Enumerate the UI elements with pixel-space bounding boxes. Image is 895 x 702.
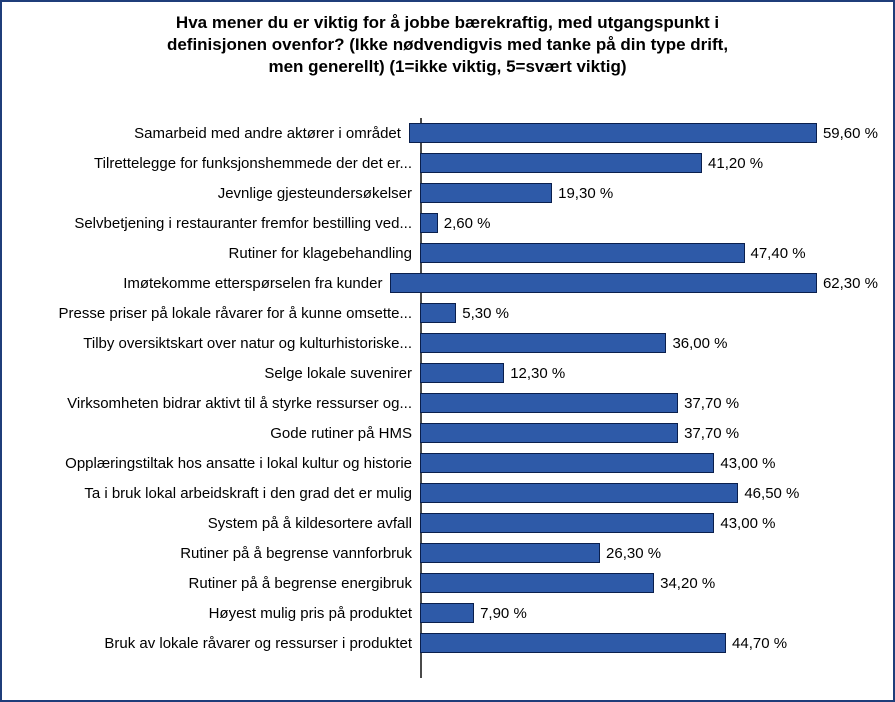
bar-label: Presse priser på lokale råvarer for å ku…: [17, 305, 420, 322]
bar: [420, 603, 474, 623]
chart-row: Selge lokale suvenirer 12,30 %: [17, 358, 878, 388]
chart-row: Tilby oversiktskart over natur og kultur…: [17, 328, 878, 358]
bar-area: 43,00 %: [420, 448, 878, 478]
chart-row: Gode rutiner på HMS 37,70 %: [17, 418, 878, 448]
chart-title: Hva mener du er viktig for å jobbe bærek…: [17, 12, 878, 78]
bar-area: 43,00 %: [420, 508, 878, 538]
bar-label: System på å kildesortere avfall: [17, 515, 420, 532]
bar-label: Høyest mulig pris på produktet: [17, 605, 420, 622]
bar: [420, 243, 745, 263]
bar: [420, 633, 726, 653]
chart-body: Samarbeid med andre aktører i området 59,…: [17, 118, 878, 678]
bar-label: Virksomheten bidrar aktivt til å styrke …: [17, 395, 420, 412]
bar-label: Samarbeid med andre aktører i området: [17, 125, 409, 142]
bar: [409, 123, 817, 143]
bar: [420, 213, 438, 233]
bar-value: 34,20 %: [660, 575, 715, 592]
chart-row: Bruk av lokale råvarer og ressurser i pr…: [17, 628, 878, 658]
chart-container: Hva mener du er viktig for å jobbe bærek…: [0, 0, 895, 702]
bar-area: 62,30 %: [390, 268, 878, 298]
chart-row: Selvbetjening i restauranter fremfor bes…: [17, 208, 878, 238]
bar-value: 43,00 %: [720, 455, 775, 472]
bar: [420, 303, 456, 323]
chart-row: Rutiner på å begrense vannforbruk 26,30 %: [17, 538, 878, 568]
bar-area: 59,60 %: [409, 118, 878, 148]
bar-area: 36,00 %: [420, 328, 878, 358]
bar-value: 59,60 %: [823, 125, 878, 142]
bar-area: 7,90 %: [420, 598, 878, 628]
chart-row: Høyest mulig pris på produktet 7,90 %: [17, 598, 878, 628]
bar-label: Ta i bruk lokal arbeidskraft i den grad …: [17, 485, 420, 502]
bar-area: 12,30 %: [420, 358, 878, 388]
bar-label: Rutiner på å begrense vannforbruk: [17, 545, 420, 562]
chart-row: Ta i bruk lokal arbeidskraft i den grad …: [17, 478, 878, 508]
bar: [420, 393, 678, 413]
bar-value: 37,70 %: [684, 425, 739, 442]
bar-area: 19,30 %: [420, 178, 878, 208]
bar-label: Selge lokale suvenirer: [17, 365, 420, 382]
bar: [420, 333, 666, 353]
bar-label: Rutiner for klagebehandling: [17, 245, 420, 262]
bar: [420, 543, 600, 563]
bar-value: 46,50 %: [744, 485, 799, 502]
bar-value: 19,30 %: [558, 185, 613, 202]
bar-value: 5,30 %: [462, 305, 509, 322]
chart-row: Virksomheten bidrar aktivt til å styrke …: [17, 388, 878, 418]
bar-area: 37,70 %: [420, 388, 878, 418]
bar-area: 2,60 %: [420, 208, 878, 238]
bar-label: Opplæringstiltak hos ansatte i lokal kul…: [17, 455, 420, 472]
chart-row: Presse priser på lokale råvarer for å ku…: [17, 298, 878, 328]
chart-row: Opplæringstiltak hos ansatte i lokal kul…: [17, 448, 878, 478]
chart-row: Jevnlige gjesteundersøkelser 19,30 %: [17, 178, 878, 208]
bar: [390, 273, 817, 293]
bar: [420, 483, 738, 503]
chart-row: Imøtekomme etterspørselen fra kunder 62,3…: [17, 268, 878, 298]
bar-label: Tilrettelegge for funksjonshemmede der d…: [17, 155, 420, 172]
bar: [420, 153, 702, 173]
chart-row: Rutiner på å begrense energibruk 34,20 %: [17, 568, 878, 598]
bar-area: 37,70 %: [420, 418, 878, 448]
bar-area: 44,70 %: [420, 628, 878, 658]
bar-value: 37,70 %: [684, 395, 739, 412]
bar-label: Selvbetjening i restauranter fremfor bes…: [17, 215, 420, 232]
bar-area: 26,30 %: [420, 538, 878, 568]
bar-value: 36,00 %: [672, 335, 727, 352]
bar-value: 2,60 %: [444, 215, 491, 232]
chart-row: Rutiner for klagebehandling 47,40 %: [17, 238, 878, 268]
bar-label: Jevnlige gjesteundersøkelser: [17, 185, 420, 202]
bar-area: 46,50 %: [420, 478, 878, 508]
bar-area: 47,40 %: [420, 238, 878, 268]
bar-value: 7,90 %: [480, 605, 527, 622]
bar: [420, 183, 552, 203]
bar: [420, 363, 504, 383]
bar: [420, 573, 654, 593]
bar-value: 41,20 %: [708, 155, 763, 172]
bar: [420, 453, 714, 473]
bar-area: 34,20 %: [420, 568, 878, 598]
bar-area: 41,20 %: [420, 148, 878, 178]
bar-label: Rutiner på å begrense energibruk: [17, 575, 420, 592]
chart-row: Samarbeid med andre aktører i området 59,…: [17, 118, 878, 148]
bar-value: 12,30 %: [510, 365, 565, 382]
bar-value: 26,30 %: [606, 545, 661, 562]
bar-value: 44,70 %: [732, 635, 787, 652]
bar-label: Gode rutiner på HMS: [17, 425, 420, 442]
chart-row: Tilrettelegge for funksjonshemmede der d…: [17, 148, 878, 178]
bar-label: Tilby oversiktskart over natur og kultur…: [17, 335, 420, 352]
bar-value: 43,00 %: [720, 515, 775, 532]
chart-row: System på å kildesortere avfall 43,00 %: [17, 508, 878, 538]
bar-label: Imøtekomme etterspørselen fra kunder: [17, 275, 390, 292]
bar-value: 47,40 %: [751, 245, 806, 262]
bar-value: 62,30 %: [823, 275, 878, 292]
bar-label: Bruk av lokale råvarer og ressurser i pr…: [17, 635, 420, 652]
bar: [420, 423, 678, 443]
bar: [420, 513, 714, 533]
bar-area: 5,30 %: [420, 298, 878, 328]
